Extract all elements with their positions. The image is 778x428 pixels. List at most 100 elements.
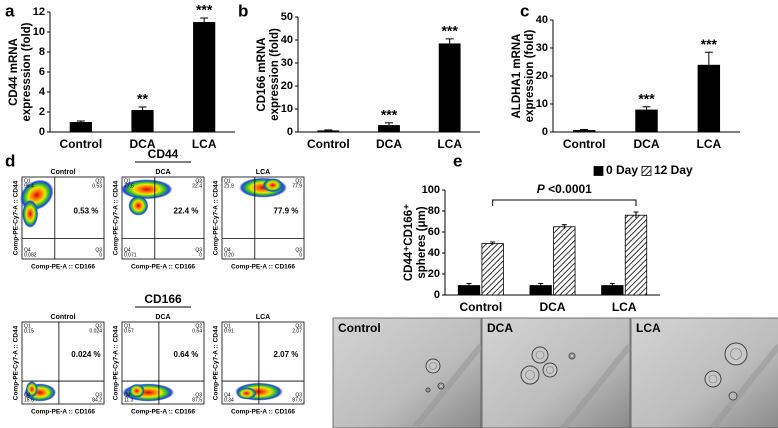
bar (193, 22, 216, 132)
sphere-core (546, 366, 554, 374)
quadrant-value: 97.6 (292, 397, 302, 403)
bar (481, 243, 504, 296)
x-tick-label: LCA (612, 300, 637, 314)
quadrant-value: 21.9 (224, 183, 234, 189)
quadrant-value: 87.5 (192, 397, 202, 403)
quadrant-name: Q4 (224, 392, 231, 398)
y-axis-label: spheres (μm) (416, 206, 428, 278)
quadrant-name: Q1 (124, 178, 131, 184)
bar (378, 125, 400, 132)
quadrant-name: Q3 (95, 392, 102, 398)
sphere (520, 365, 540, 385)
significance-mark: *** (381, 107, 398, 123)
sphere-core (525, 370, 535, 380)
y-axis-label: Comp-PE-Cy7-A :: CD44 (113, 180, 120, 255)
quadrant-value: 0.024 (89, 328, 102, 334)
quadrant-value: 0.15 (24, 328, 34, 334)
quadrant-name: Q4 (224, 247, 231, 253)
micrograph-edge (710, 343, 778, 428)
x-axis-label: Comp-PE-A :: CD166 (231, 409, 295, 416)
bar (438, 43, 461, 133)
y-tick-label: 80 (428, 205, 440, 217)
quadrant-name: Q3 (295, 247, 302, 253)
density-cloud (120, 179, 173, 200)
quadrant-value: 0 (299, 252, 302, 258)
quadrant-name: Q2 (295, 178, 302, 184)
sphere-core (708, 374, 718, 384)
y-tick-label: 30 (536, 42, 548, 54)
quadrant-name: Q1 (224, 178, 231, 184)
quadrant-value: 11.3 (124, 397, 134, 403)
plot-frame (21, 321, 105, 405)
p-value: <0.0001 (545, 182, 592, 196)
quadrant-name: Q3 (95, 247, 102, 253)
quadrant-name: Q3 (295, 392, 302, 398)
bar (624, 214, 648, 296)
micrograph (332, 317, 482, 428)
sphere (724, 342, 748, 366)
legend-label: 0 Day (606, 163, 638, 177)
y-tick-label: 0 (434, 289, 440, 301)
sphere-core (570, 354, 574, 358)
micrograph-label: Control (338, 321, 381, 335)
quadrant-percent: 0.64 % (174, 350, 199, 359)
x-tick-label: DCA (130, 137, 156, 151)
sphere-core (730, 393, 736, 399)
sphere (704, 370, 722, 388)
quadrant-name: Q3 (195, 392, 202, 398)
density-cloud (262, 178, 283, 193)
quadrant-value: 84.2 (92, 397, 102, 403)
x-tick-label: Control (307, 137, 350, 151)
y-tick-label: 40 (536, 14, 548, 26)
panel-label: d (5, 151, 15, 170)
significance-bracket (492, 199, 637, 206)
y-axis-label: CD44 mRNA (8, 38, 20, 106)
y-axis-label: CD44⁺CD166⁺ (403, 204, 415, 281)
y-tick-label: 10 (281, 103, 293, 115)
plot-title: DCA (155, 314, 170, 321)
quadrant-percent: 0.024 % (71, 350, 100, 359)
x-tick-label: Control (563, 137, 606, 151)
micrograph-label: LCA (636, 321, 661, 335)
bar (572, 130, 596, 132)
group-header: CD44 (148, 147, 179, 161)
legend-swatch (593, 166, 604, 176)
significance-mark: *** (638, 91, 655, 107)
x-axis-label: Comp-PE-A :: CD166 (131, 264, 195, 271)
quadrant-value: 77.5 (124, 183, 134, 189)
sphere-core (730, 348, 742, 360)
sphere-core (535, 350, 545, 360)
quadrant-name: Q1 (124, 323, 131, 329)
quadrant-value: 0.082 (24, 252, 37, 258)
quadrant-value: 99.4 (24, 183, 34, 189)
y-tick-label: 50 (281, 11, 293, 23)
quadrant-value: 0.64 (192, 328, 202, 334)
quadrant-name: Q2 (95, 178, 102, 184)
quadrant-value: 0.071 (124, 252, 137, 258)
significance-mark: ** (137, 91, 148, 107)
y-tick-label: 30 (281, 57, 293, 69)
panel-label: c (520, 1, 529, 20)
y-tick-label: 10 (536, 98, 548, 110)
x-axis-label: Comp-PE-A :: CD166 (31, 264, 95, 271)
x-tick-label: LCA (696, 137, 721, 151)
micrograph-edge (412, 343, 484, 428)
y-tick-label: 40 (428, 247, 440, 259)
sphere (425, 358, 441, 374)
legend-label: 12 Day (654, 163, 693, 177)
quadrant-value: 0.57 (124, 328, 134, 334)
quadrant-value: 0.34 (224, 397, 234, 403)
x-tick-label: DCA (540, 300, 566, 314)
sphere-core (426, 388, 430, 392)
panel-label: e (453, 151, 462, 170)
panel-label: b (238, 1, 248, 20)
y-axis-label: Comp-PE-Cy7-A :: CD44 (213, 180, 220, 255)
y-axis-label: Comp-PE-Cy7-A :: CD44 (213, 325, 220, 400)
bar (317, 130, 340, 132)
quadrant-name: Q2 (295, 323, 302, 329)
y-tick-label: 100 (422, 184, 440, 196)
legend-swatch (641, 166, 652, 176)
quadrant-value: 15.6 (24, 397, 34, 403)
y-tick-label: 10 (33, 26, 45, 38)
y-tick-label: 0 (287, 126, 293, 138)
